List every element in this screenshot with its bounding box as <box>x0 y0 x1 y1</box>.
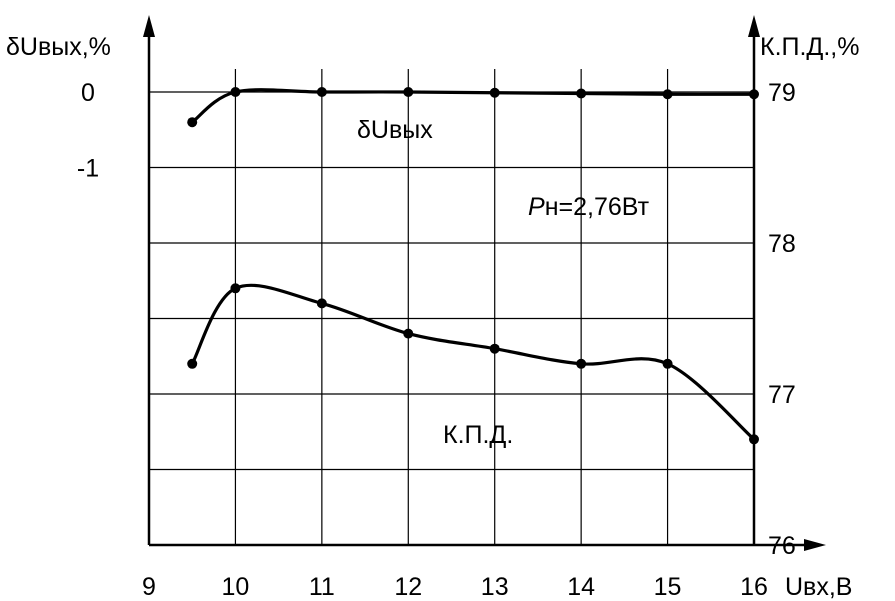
x-tick-label: 15 <box>654 573 682 601</box>
series-label-dU: δUвых <box>357 116 433 144</box>
right-axis-arrow <box>748 15 760 37</box>
right-tick-label: 77 <box>768 381 796 409</box>
left-tick-label: 0 <box>81 79 95 107</box>
series-line-0 <box>190 88 756 124</box>
data-point-1 <box>749 434 759 445</box>
right-tick-label: 79 <box>768 79 796 107</box>
x-axis-arrow <box>804 539 826 551</box>
left-axis-label: δUвых,% <box>6 33 111 61</box>
data-point-1 <box>230 283 241 294</box>
data-point-0 <box>749 89 759 100</box>
data-point-1 <box>316 298 327 309</box>
data-point-0 <box>187 117 198 128</box>
data-point-1 <box>187 358 198 369</box>
data-point-0 <box>403 87 414 97</box>
x-tick-label: 10 <box>222 573 250 601</box>
x-tick-label: 11 <box>309 573 335 601</box>
data-point-0 <box>576 88 587 99</box>
x-tick-label: 16 <box>740 573 768 601</box>
data-point-1 <box>489 343 500 354</box>
grid <box>149 69 754 545</box>
data-point-0 <box>316 87 327 97</box>
right-tick-label: 78 <box>768 230 796 258</box>
x-tick-label: 14 <box>567 573 595 601</box>
data-point-0 <box>230 87 241 97</box>
left-tick-label: -1 <box>77 155 99 183</box>
x-tick-label: 13 <box>481 573 509 601</box>
load-power-symbol: P <box>528 193 545 221</box>
load-power-text: н=2,76Вт <box>545 193 650 221</box>
x-tick-label: 9 <box>142 573 156 601</box>
data-point-1 <box>662 358 673 369</box>
data-point-1 <box>403 328 414 339</box>
right-axis-label: К.П.Д.,% <box>760 33 859 61</box>
series-layer <box>187 87 759 445</box>
series-label-kpd: К.П.Д. <box>443 421 513 449</box>
data-point-0 <box>489 87 500 98</box>
data-point-1 <box>576 358 587 369</box>
x-axis-label: Uвх,В <box>785 573 852 601</box>
x-tick-label: 12 <box>394 573 422 601</box>
load-power-annotation: Pн=2,76Вт <box>528 193 650 221</box>
data-point-0 <box>662 89 673 100</box>
right-tick-label: 76 <box>768 532 796 560</box>
left-axis-arrow <box>143 15 155 37</box>
axes: 9 10 11 12 13 14 15 16 0 -1 76 77 78 79 <box>77 15 826 601</box>
